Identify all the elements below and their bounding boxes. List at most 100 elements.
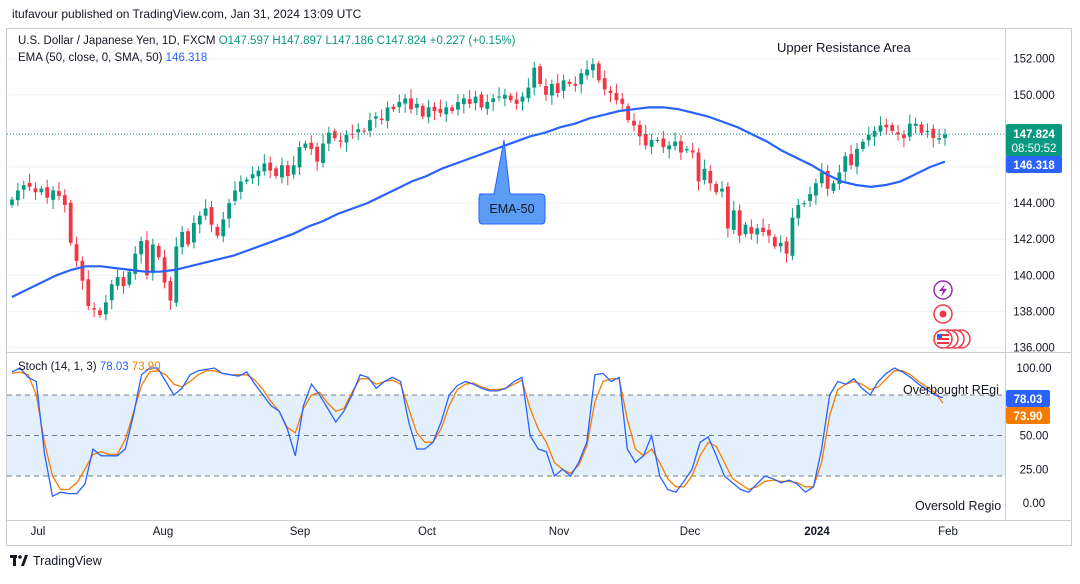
- candle[interactable]: [596, 60, 601, 84]
- stoch-lines[interactable]: [11, 367, 944, 498]
- candle[interactable]: [192, 215, 196, 249]
- candle[interactable]: [350, 124, 355, 139]
- candle[interactable]: [679, 135, 683, 161]
- footer-brand[interactable]: TradingView: [10, 554, 102, 568]
- candle[interactable]: [62, 189, 67, 213]
- candle[interactable]: [397, 94, 402, 114]
- candle[interactable]: [68, 200, 73, 246]
- symbol-title[interactable]: U.S. Dollar / Japanese Yen, 1D, FXCM: [18, 35, 216, 47]
- candle[interactable]: [919, 121, 924, 136]
- candle[interactable]: [532, 61, 537, 96]
- candle[interactable]: [796, 198, 801, 226]
- candle[interactable]: [778, 235, 783, 253]
- candle[interactable]: [943, 128, 947, 146]
- candle[interactable]: [244, 176, 249, 185]
- candle[interactable]: [514, 91, 519, 110]
- candle[interactable]: [767, 223, 771, 244]
- candle[interactable]: [51, 186, 55, 210]
- candle[interactable]: [890, 122, 895, 134]
- candle[interactable]: [461, 94, 466, 114]
- candle[interactable]: [426, 99, 431, 124]
- candle[interactable]: [326, 126, 331, 152]
- candle[interactable]: [508, 92, 513, 103]
- candle[interactable]: [761, 218, 765, 237]
- candle[interactable]: [180, 226, 185, 255]
- candle[interactable]: [197, 211, 202, 234]
- candle[interactable]: [549, 79, 554, 105]
- candle[interactable]: [819, 163, 824, 188]
- candle[interactable]: [250, 166, 255, 185]
- candle[interactable]: [725, 182, 730, 238]
- symbol-row[interactable]: U.S. Dollar / Japanese Yen, 1D, FXCM O14…: [18, 35, 515, 47]
- candle[interactable]: [373, 112, 378, 128]
- candle[interactable]: [772, 234, 777, 250]
- candle[interactable]: [297, 141, 302, 175]
- ema-legend-label[interactable]: EMA (50, close, 0, SMA, 50): [18, 52, 163, 64]
- candle[interactable]: [115, 267, 120, 291]
- candle[interactable]: [538, 63, 543, 87]
- candle[interactable]: [256, 166, 261, 186]
- candle[interactable]: [403, 94, 408, 113]
- candle[interactable]: [315, 142, 320, 171]
- candle[interactable]: [555, 74, 560, 98]
- candle[interactable]: [27, 173, 32, 192]
- candle[interactable]: [45, 179, 50, 204]
- candle[interactable]: [133, 246, 138, 280]
- stoch-d-line[interactable]: [11, 370, 944, 491]
- candle[interactable]: [620, 92, 625, 112]
- candle[interactable]: [432, 102, 437, 121]
- candle[interactable]: [737, 204, 742, 244]
- candle[interactable]: [479, 91, 484, 111]
- candle[interactable]: [391, 104, 396, 112]
- candle[interactable]: [708, 165, 713, 191]
- candle[interactable]: [497, 87, 501, 102]
- candle[interactable]: [902, 130, 906, 148]
- candle[interactable]: [10, 196, 14, 208]
- candle[interactable]: [321, 134, 325, 168]
- candle[interactable]: [649, 133, 654, 155]
- candle[interactable]: [907, 114, 912, 142]
- candle[interactable]: [303, 140, 308, 151]
- candle[interactable]: [626, 103, 631, 123]
- time-axis[interactable]: Jul Aug Sep Oct Nov Dec 2024 Feb: [31, 526, 958, 538]
- candle[interactable]: [362, 127, 366, 134]
- candle[interactable]: [227, 198, 232, 228]
- candle[interactable]: [573, 76, 578, 92]
- candle[interactable]: [109, 279, 114, 310]
- candle[interactable]: [450, 104, 454, 114]
- candle[interactable]: [103, 294, 108, 321]
- candle[interactable]: [238, 175, 243, 200]
- candle[interactable]: [485, 94, 490, 115]
- price-axis[interactable]: 152.000150.000148.000146.000144.000142.0…: [1013, 54, 1055, 355]
- candle[interactable]: [608, 86, 613, 103]
- candle[interactable]: [15, 182, 20, 207]
- candle[interactable]: [743, 222, 748, 237]
- candle[interactable]: [332, 128, 337, 141]
- candle[interactable]: [667, 141, 672, 159]
- candle[interactable]: [156, 243, 161, 260]
- events-group[interactable]: [933, 280, 971, 349]
- candle[interactable]: [673, 132, 677, 151]
- candle[interactable]: [74, 236, 79, 267]
- candle[interactable]: [473, 90, 478, 111]
- candle[interactable]: [913, 117, 918, 134]
- candle[interactable]: [174, 237, 179, 308]
- candle[interactable]: [150, 238, 155, 281]
- candle[interactable]: [491, 94, 496, 112]
- candle[interactable]: [702, 159, 707, 185]
- candle[interactable]: [162, 249, 167, 289]
- candle[interactable]: [291, 155, 296, 179]
- candle[interactable]: [33, 182, 38, 200]
- candle[interactable]: [849, 144, 854, 170]
- candle[interactable]: [268, 156, 273, 179]
- candle[interactable]: [784, 237, 789, 263]
- candle[interactable]: [937, 128, 942, 144]
- candle[interactable]: [414, 97, 419, 116]
- candle[interactable]: [931, 124, 936, 148]
- candle[interactable]: [92, 302, 97, 318]
- candle[interactable]: [121, 271, 126, 294]
- candle[interactable]: [843, 151, 848, 181]
- candle[interactable]: [338, 132, 343, 148]
